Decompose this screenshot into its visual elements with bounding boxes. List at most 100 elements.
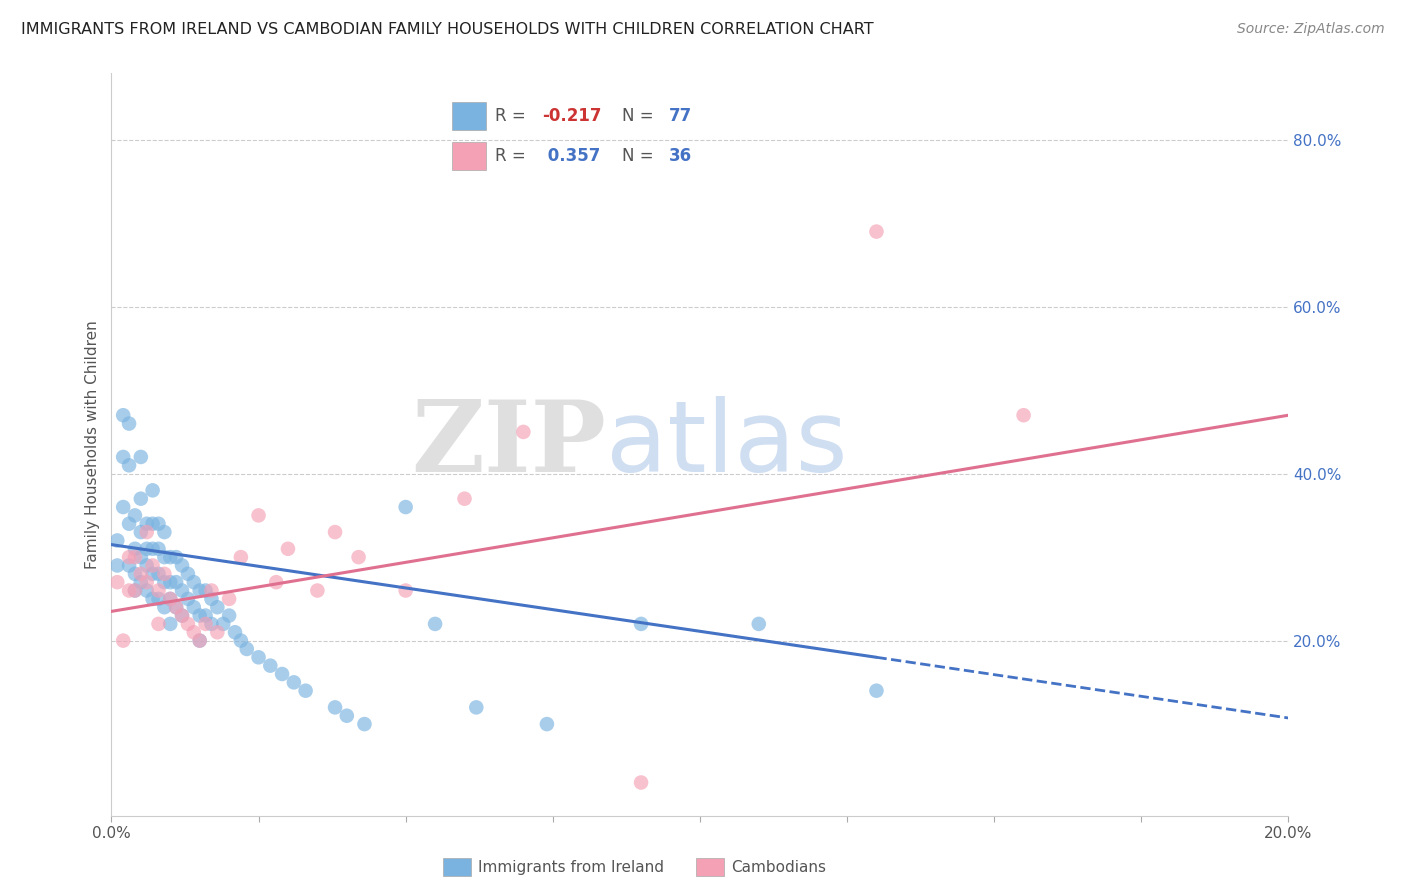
Point — [200, 616, 222, 631]
Point — [207, 625, 229, 640]
Point — [129, 450, 152, 464]
Point — [142, 541, 165, 556]
Point — [229, 633, 252, 648]
Point — [142, 591, 165, 606]
Point — [148, 566, 170, 581]
Point — [153, 550, 176, 565]
Point — [188, 633, 211, 648]
Point — [153, 600, 176, 615]
Point — [630, 616, 652, 631]
Text: ZIP: ZIP — [411, 396, 606, 493]
Point — [142, 558, 165, 573]
Point — [135, 541, 157, 556]
Point — [283, 675, 305, 690]
Text: atlas: atlas — [606, 396, 848, 493]
Point — [188, 608, 211, 623]
Point — [124, 583, 146, 598]
Text: Cambodians: Cambodians — [731, 860, 827, 874]
Point — [105, 558, 128, 573]
Point — [159, 575, 181, 590]
Point — [395, 583, 418, 598]
Point — [347, 550, 370, 565]
Point — [194, 608, 217, 623]
Point — [188, 633, 211, 648]
Point — [159, 591, 181, 606]
Point — [229, 550, 252, 565]
Point — [118, 583, 141, 598]
Point — [142, 566, 165, 581]
Point — [183, 600, 205, 615]
Point — [177, 566, 200, 581]
Text: Immigrants from Ireland: Immigrants from Ireland — [478, 860, 664, 874]
Point — [118, 516, 141, 531]
Point — [112, 633, 135, 648]
Text: R =: R = — [495, 146, 531, 165]
Point — [423, 616, 446, 631]
Point — [135, 575, 157, 590]
Point — [536, 717, 558, 731]
Point — [159, 591, 181, 606]
Point — [1012, 408, 1035, 422]
Point — [236, 642, 259, 657]
Point — [105, 575, 128, 590]
Point — [247, 650, 270, 665]
Point — [271, 667, 294, 681]
Point — [323, 700, 346, 714]
Point — [148, 583, 170, 598]
Text: Source: ZipAtlas.com: Source: ZipAtlas.com — [1237, 22, 1385, 37]
Point — [165, 600, 187, 615]
Point — [170, 583, 193, 598]
Point — [170, 608, 193, 623]
Point — [212, 616, 235, 631]
Point — [124, 508, 146, 523]
Point — [453, 491, 475, 506]
Point — [142, 483, 165, 498]
Point — [465, 700, 488, 714]
Point — [170, 608, 193, 623]
Point — [159, 550, 181, 565]
Point — [129, 491, 152, 506]
Point — [105, 533, 128, 548]
Point — [142, 516, 165, 531]
Point — [159, 616, 181, 631]
Text: 36: 36 — [669, 146, 692, 165]
Point — [124, 583, 146, 598]
Text: N =: N = — [623, 107, 659, 126]
Point — [135, 583, 157, 598]
Text: 0.357: 0.357 — [541, 146, 600, 165]
Point — [194, 616, 217, 631]
Point — [259, 658, 281, 673]
Point — [148, 516, 170, 531]
Point — [247, 508, 270, 523]
Point — [135, 516, 157, 531]
Point — [183, 575, 205, 590]
Point — [865, 225, 887, 239]
Point — [129, 575, 152, 590]
Y-axis label: Family Households with Children: Family Households with Children — [86, 320, 100, 569]
Point — [177, 591, 200, 606]
Point — [865, 683, 887, 698]
Text: IMMIGRANTS FROM IRELAND VS CAMBODIAN FAMILY HOUSEHOLDS WITH CHILDREN CORRELATION: IMMIGRANTS FROM IRELAND VS CAMBODIAN FAM… — [21, 22, 873, 37]
Point — [165, 600, 187, 615]
FancyBboxPatch shape — [453, 142, 486, 169]
FancyBboxPatch shape — [453, 103, 486, 130]
Point — [165, 550, 187, 565]
Point — [153, 525, 176, 540]
Point — [129, 525, 152, 540]
Point — [124, 550, 146, 565]
Point — [112, 450, 135, 464]
Point — [188, 583, 211, 598]
Point — [170, 558, 193, 573]
Point — [218, 591, 240, 606]
Text: R =: R = — [495, 107, 531, 126]
Point — [353, 717, 375, 731]
Point — [153, 566, 176, 581]
Point — [118, 417, 141, 431]
Point — [395, 500, 418, 514]
Point — [112, 500, 135, 514]
Point — [218, 608, 240, 623]
Point — [264, 575, 287, 590]
Point — [277, 541, 299, 556]
Point — [294, 683, 316, 698]
Point — [194, 583, 217, 598]
